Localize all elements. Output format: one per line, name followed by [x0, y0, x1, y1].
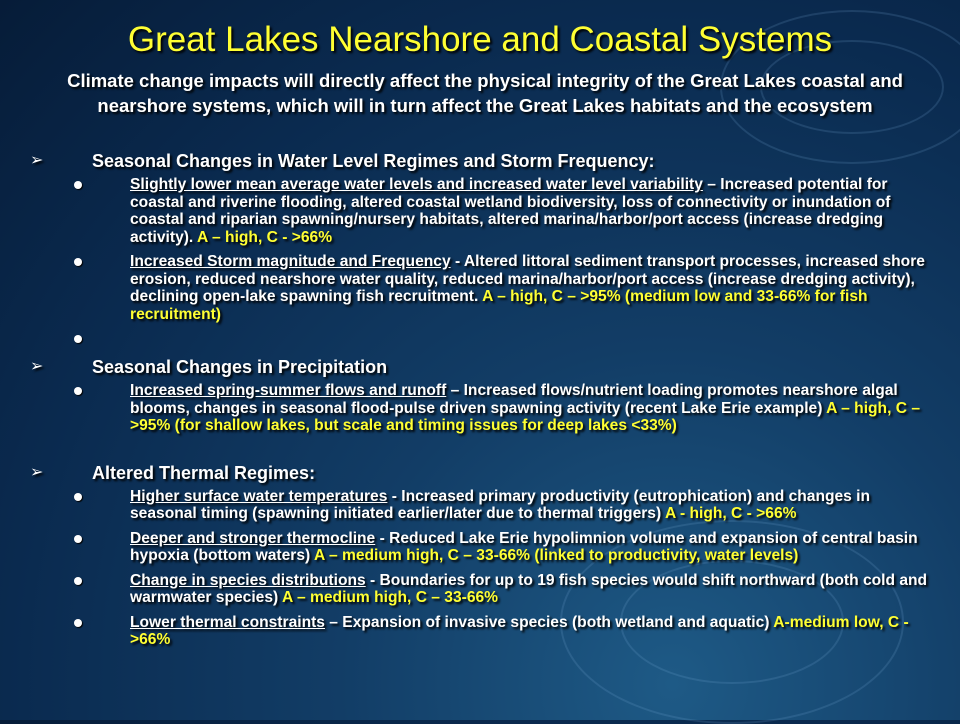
round-bullet-icon	[74, 534, 82, 543]
round-bullet-icon	[74, 492, 82, 501]
list-item-empty	[30, 330, 940, 347]
list-item: Change in species distributions - Bounda…	[30, 572, 940, 607]
section-precipitation: ➢ Seasonal Changes in Precipitation Incr…	[30, 356, 940, 435]
item-rating: A-medium low, C - >66%	[130, 613, 909, 649]
arrow-bullet-icon: ➢	[30, 358, 44, 375]
item-rating: A – high, C - >66%	[197, 228, 333, 246]
item-rating: A – high, C – >95% (medium low and 33-66…	[130, 288, 868, 323]
section-heading: ➢ Seasonal Changes in Precipitation	[30, 357, 388, 377]
item-text: - Altered littoral sediment transport pr…	[130, 253, 925, 305]
item-topic: Higher surface water temperatures	[130, 487, 388, 505]
round-bullet-icon	[74, 618, 82, 627]
item-topic: Deeper and stronger thermocline	[130, 529, 376, 547]
section-water-levels: ➢ Seasonal Changes in Water Level Regime…	[30, 150, 940, 347]
item-list: Higher surface water temperatures - Incr…	[30, 488, 940, 649]
item-rating: A – medium high, C – 33-66% (linked to p…	[313, 547, 799, 564]
round-bullet-icon	[74, 258, 82, 266]
list-item: Increased spring-summer flows and runoff…	[30, 382, 940, 435]
round-bullet-icon	[74, 181, 82, 189]
item-text: - Increased primary productivity (eutrop…	[130, 487, 871, 523]
list-item: Lower thermal constraints – Expansion of…	[30, 614, 940, 649]
item-topic: Change in species distributions	[130, 571, 366, 589]
item-topic: Increased spring-summer flows and runoff	[130, 382, 447, 399]
list-item: Deeper and stronger thermocline - Reduce…	[30, 530, 940, 565]
round-bullet-icon	[74, 335, 82, 343]
item-text: - Boundaries for up to 19 fish species w…	[130, 571, 928, 607]
item-text: – Expansion of invasive species (both we…	[324, 613, 774, 631]
list-item: Increased Storm magnitude and Frequency …	[30, 253, 940, 323]
section-thermal-regimes: ➢ Altered Thermal Regimes: Higher surfac…	[30, 462, 940, 649]
item-rating: A - high, C - >66%	[664, 505, 797, 522]
slide-title: Great Lakes Nearshore and Coastal System…	[127, 20, 833, 59]
arrow-bullet-icon: ➢	[30, 152, 44, 169]
item-topic: Lower thermal constraints	[130, 613, 325, 631]
slide-content: ➢ Seasonal Changes in Water Level Regime…	[30, 150, 940, 656]
item-text: – Increased flows/nutrient loading promo…	[130, 382, 898, 417]
item-topic: Increased Storm magnitude and Frequency	[130, 253, 451, 270]
item-text: – Increased potential for coastal and ri…	[130, 176, 891, 246]
arrow-bullet-icon: ➢	[30, 463, 44, 481]
item-text: - Reduced Lake Erie hypolimnion volume a…	[130, 529, 918, 565]
slide-subtitle: Climate change impacts will directly aff…	[67, 70, 903, 116]
item-list: Slightly lower mean average water levels…	[30, 176, 940, 347]
round-bullet-icon	[74, 576, 82, 585]
item-list: Increased spring-summer flows and runoff…	[30, 382, 940, 435]
round-bullet-icon	[74, 387, 82, 395]
list-item: Slightly lower mean average water levels…	[30, 176, 940, 246]
item-rating: A – high, C – >95% (for shallow lakes, b…	[130, 399, 921, 435]
section-heading: ➢ Altered Thermal Regimes:	[30, 462, 316, 483]
item-topic: Slightly lower mean average water levels…	[130, 176, 703, 193]
item-rating: A – medium high, C – 33-66%	[281, 589, 499, 606]
section-heading: ➢ Seasonal Changes in Water Level Regime…	[30, 151, 655, 171]
list-item: Higher surface water temperatures - Incr…	[30, 488, 940, 523]
